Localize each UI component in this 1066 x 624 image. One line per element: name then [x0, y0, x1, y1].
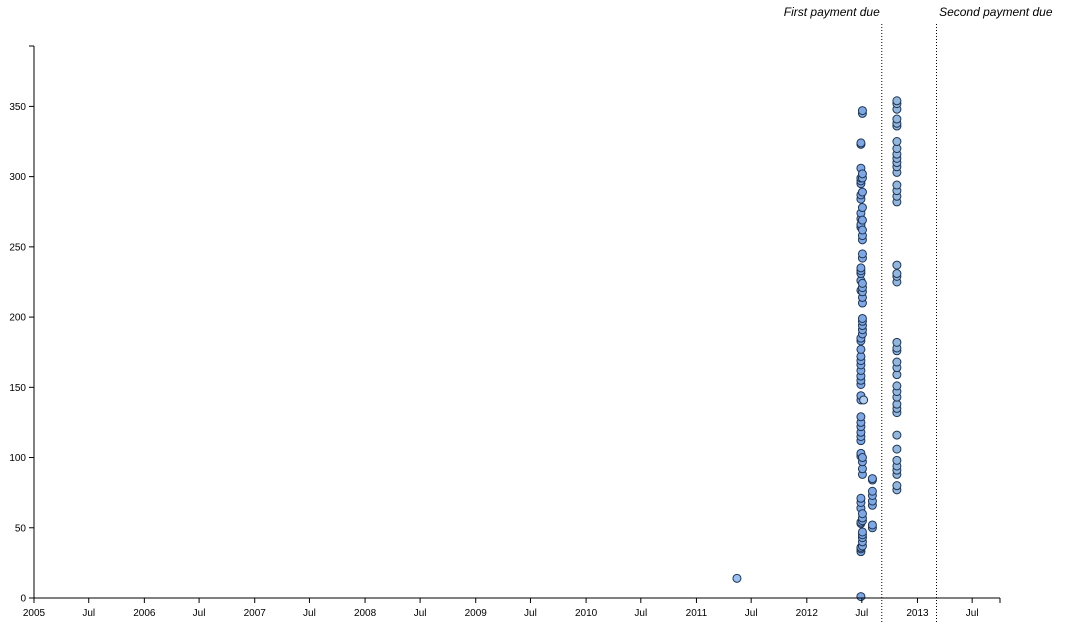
data-point[interactable]	[857, 203, 867, 213]
y-tick-label: 100	[9, 453, 26, 464]
data-point[interactable]	[856, 138, 866, 148]
data-point[interactable]	[892, 180, 902, 190]
x-tick-label: 2008	[354, 608, 377, 619]
x-tick-label: Jul	[524, 608, 537, 619]
y-tick-label: 300	[9, 172, 26, 183]
x-tick-label: 2011	[686, 608, 708, 619]
data-point[interactable]	[857, 169, 867, 179]
data-point[interactable]	[857, 215, 867, 225]
x-tick-label: 2010	[575, 608, 598, 619]
y-tick-label: 0	[20, 594, 26, 605]
x-tick-label: Jul	[193, 608, 206, 619]
y-tick-label: 200	[9, 313, 26, 324]
x-tick-label: Jul	[966, 608, 979, 619]
data-point[interactable]	[892, 269, 902, 279]
x-tick-label: 2013	[906, 608, 929, 619]
annotation-label: First payment due	[784, 5, 880, 19]
x-tick-label: Jul	[634, 608, 647, 619]
annotations-layer: First payment due Second payment due	[784, 5, 1053, 622]
x-tick-label: Jul	[855, 608, 868, 619]
x-tick-label: 2007	[244, 608, 267, 619]
x-tick-label: Jul	[414, 608, 427, 619]
data-point[interactable]	[857, 106, 867, 116]
data-point[interactable]	[857, 278, 867, 288]
x-tick-label: 2006	[133, 608, 156, 619]
data-point[interactable]	[732, 573, 742, 583]
data-point[interactable]	[856, 493, 866, 503]
data-point[interactable]	[892, 260, 902, 270]
data-point[interactable]	[856, 412, 866, 422]
data-point[interactable]	[892, 357, 902, 367]
data-point[interactable]	[856, 344, 866, 354]
data-point[interactable]	[856, 592, 866, 602]
x-tick-label: 2005	[23, 608, 46, 619]
data-point[interactable]	[857, 509, 867, 519]
data-point[interactable]	[857, 225, 867, 235]
data-point[interactable]	[892, 381, 902, 391]
x-axis: 2005 Jul 2006 Jul 2007 Jul 2008 Jul 2009 Jul 2010 J…	[23, 597, 1001, 619]
data-point[interactable]	[892, 481, 902, 491]
x-tick-label: 2012	[796, 608, 819, 619]
data-point[interactable]	[892, 114, 902, 124]
points-layer	[732, 96, 902, 602]
y-tick-label: 250	[9, 242, 26, 253]
data-point[interactable]	[867, 520, 877, 530]
y-tick-label: 150	[9, 383, 26, 394]
x-tick-label: Jul	[303, 608, 316, 619]
data-point[interactable]	[892, 430, 902, 440]
data-point[interactable]	[859, 395, 869, 405]
y-tick-label: 50	[15, 523, 27, 534]
data-point[interactable]	[857, 527, 867, 537]
data-point[interactable]	[892, 337, 902, 347]
data-point[interactable]	[892, 96, 902, 106]
data-point[interactable]	[892, 455, 902, 465]
y-tick-label: 350	[9, 102, 26, 113]
data-point[interactable]	[892, 137, 902, 147]
x-tick-label: 2009	[465, 608, 488, 619]
data-point[interactable]	[857, 313, 867, 323]
x-tick-label: Jul	[82, 608, 95, 619]
annotation-label: Second payment due	[939, 5, 1053, 19]
data-point[interactable]	[867, 486, 877, 496]
data-point[interactable]	[867, 474, 877, 484]
y-axis: 0 50 100 150 200 250 300 350	[9, 45, 35, 605]
data-point[interactable]	[857, 453, 867, 463]
data-point[interactable]	[892, 444, 902, 454]
data-point[interactable]	[857, 187, 867, 197]
data-point[interactable]	[857, 249, 867, 259]
data-point[interactable]	[856, 263, 866, 273]
x-tick-label: Jul	[745, 608, 758, 619]
